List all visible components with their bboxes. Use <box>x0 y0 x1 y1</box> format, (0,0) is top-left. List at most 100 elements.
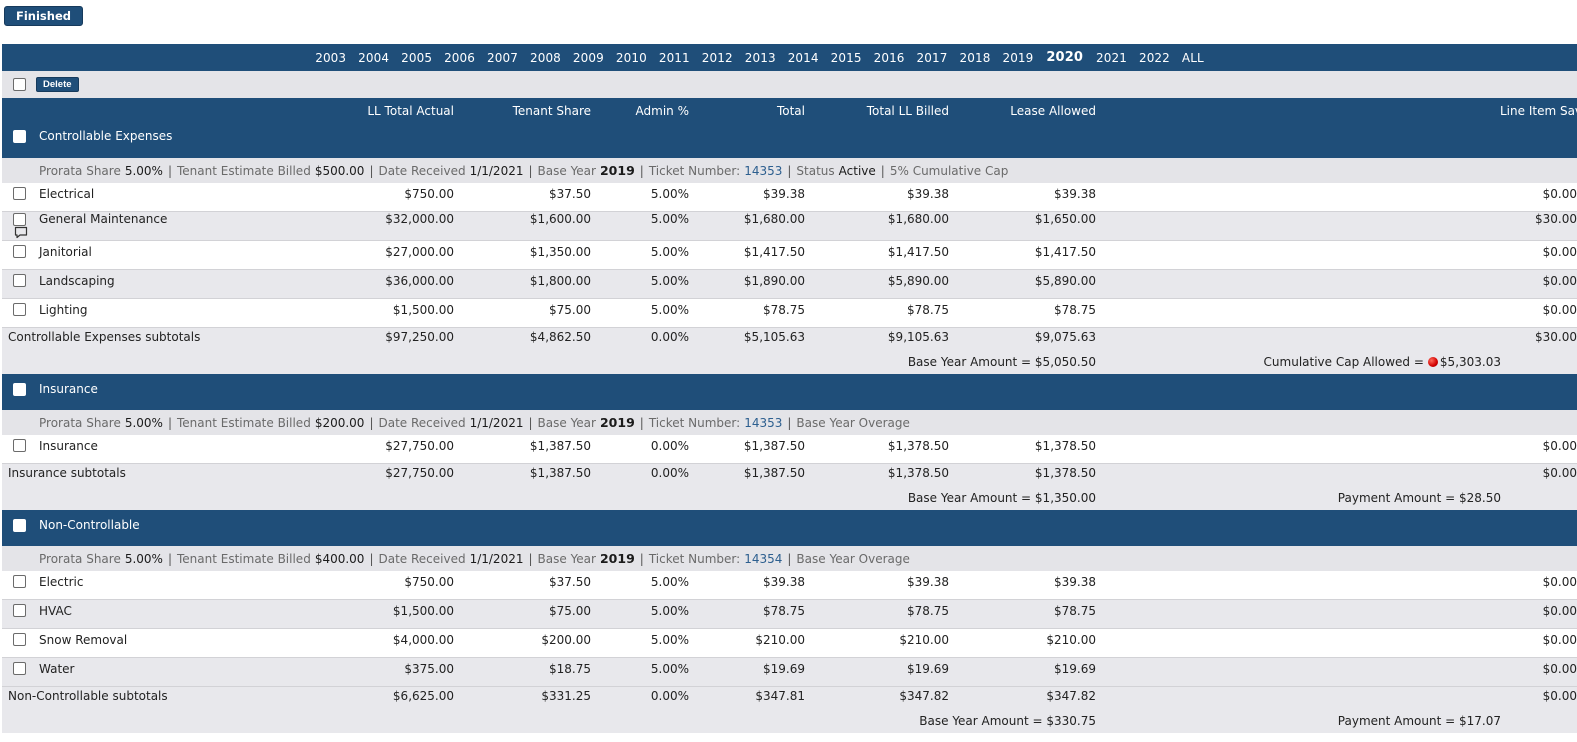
total: $1,680.00 <box>743 212 805 226</box>
row-checkbox[interactable] <box>13 575 26 588</box>
select-all-checkbox[interactable] <box>13 78 26 91</box>
subtotal-ll-total-actual: $97,250.00 <box>385 330 454 345</box>
info-value-ticket[interactable]: 14353 <box>744 415 783 430</box>
row-name: Water <box>39 661 75 676</box>
year-tab-2014[interactable]: 2014 <box>787 50 819 65</box>
year-tab-2007[interactable]: 2007 <box>487 50 518 65</box>
total: $39.38 <box>763 574 805 589</box>
year-selector: 2003 2004 2005 2006 2007 2008 2009 2010 2011 2012… <box>2 44 1577 71</box>
subtotal-lease-allowed: $1,378.50 <box>1034 466 1096 481</box>
subtotal-row: Insurance subtotals $27,750.00 $1,387.50 0.… <box>2 464 1577 487</box>
year-tab-2021[interactable]: 2021 <box>1096 50 1127 65</box>
subtotal-label: Controllable Expenses subtotals <box>8 330 201 345</box>
footer-right-amount: Payment Amount = $28.50 <box>1338 491 1501 505</box>
row-checkbox[interactable] <box>13 439 26 452</box>
ll-total-actual: $750.00 <box>404 186 454 201</box>
info-label: Tenant Estimate Billed <box>177 415 311 430</box>
total: $78.75 <box>763 302 805 317</box>
section-title-row: Insurance <box>13 382 98 396</box>
year-tab-2006[interactable]: 2006 <box>444 50 476 65</box>
year-tab-2017[interactable]: 2017 <box>916 50 948 65</box>
total-ll-billed: $1,378.50 <box>887 438 949 453</box>
info-value-ticket[interactable]: 14354 <box>744 551 783 566</box>
ll-total-actual: $4,000.00 <box>392 632 454 647</box>
total: $39.38 <box>763 186 805 201</box>
total: $78.75 <box>763 603 805 618</box>
year-tab-2015[interactable]: 2015 <box>830 50 862 65</box>
info-value-ticket[interactable]: 14353 <box>744 163 783 178</box>
row-name-cell: Electrical <box>2 187 354 201</box>
row-checkbox[interactable] <box>13 303 26 316</box>
row-checkbox[interactable] <box>13 245 26 258</box>
section-info-line: Prorata Share 5.00% | Tenant Estimate Bille… <box>2 546 1577 571</box>
tenant-share: $1,800.00 <box>529 273 591 288</box>
year-tab-2005[interactable]: 2005 <box>401 50 433 65</box>
year-tab-2008[interactable]: 2008 <box>529 50 561 65</box>
year-tab-2009[interactable]: 2009 <box>572 50 604 65</box>
year-tab-2018[interactable]: 2018 <box>959 50 991 65</box>
year-tab-2003[interactable]: 2003 <box>315 50 347 65</box>
year-tab-2010[interactable]: 2010 <box>615 50 647 65</box>
line-item-savings: $0.00 <box>1542 302 1577 317</box>
table-toolbar: Delete <box>2 71 1577 98</box>
lease-allowed: $1,378.50 <box>1034 438 1096 453</box>
row-checkbox[interactable] <box>13 212 26 226</box>
total: $1,890.00 <box>743 273 805 288</box>
admin-pct: 5.00% <box>650 603 689 618</box>
info-separator: | <box>787 551 792 566</box>
row-checkbox[interactable] <box>13 274 26 287</box>
row-checkbox[interactable] <box>13 604 26 617</box>
row-checkbox[interactable] <box>13 662 26 675</box>
subtotal-line-item-savings: $30.00 <box>1535 330 1577 345</box>
lease-allowed: $1,650.00 <box>1034 212 1096 226</box>
year-tab-2020[interactable]: 2020 <box>1046 50 1083 65</box>
row-name: Electrical <box>39 186 95 201</box>
year-tab-all[interactable]: ALL <box>1181 50 1204 65</box>
section-checkbox[interactable] <box>13 129 26 143</box>
row-checkbox[interactable] <box>13 633 26 646</box>
info-label: Tenant Estimate Billed <box>177 551 311 566</box>
info-extra: Base Year Overage <box>796 551 910 566</box>
row-name-cell: Electric <box>2 575 354 589</box>
info-separator: | <box>369 163 374 178</box>
lease-allowed: $5,890.00 <box>1034 273 1096 288</box>
lease-allowed: $19.69 <box>1054 661 1096 676</box>
year-tab-2004[interactable]: 2004 <box>358 50 390 65</box>
ll-total-actual: $1,500.00 <box>392 302 454 317</box>
info-value-estimate: $200.00 <box>314 415 365 430</box>
info-label: Prorata Share <box>39 551 121 566</box>
info-extra: Base Year Overage <box>796 415 910 430</box>
info-separator: | <box>528 415 533 430</box>
year-tab-2016[interactable]: 2016 <box>873 50 905 65</box>
section-title: Controllable Expenses <box>39 129 173 143</box>
row-name-cell: Lighting <box>2 303 354 317</box>
comment-icon[interactable] <box>14 226 28 242</box>
row-name: HVAC <box>39 603 72 618</box>
info-label: Date Received <box>378 163 466 178</box>
year-tab-2013[interactable]: 2013 <box>744 50 776 65</box>
section-info-line: Prorata Share 5.00% | Tenant Estimate Bille… <box>2 158 1577 183</box>
column-header-ll-total-actual: LL Total Actual <box>367 103 454 118</box>
year-tab-2022[interactable]: 2022 <box>1138 50 1170 65</box>
year-tab-2011[interactable]: 2011 <box>658 50 690 65</box>
section-title: Non-Controllable <box>39 518 140 532</box>
info-value-date-received: 1/1/2021 <box>469 415 524 430</box>
info-label: Ticket Number: <box>648 415 741 430</box>
subtotal-tenant-share: $331.25 <box>541 689 591 704</box>
delete-button[interactable]: Delete <box>36 77 79 92</box>
year-tab-2012[interactable]: 2012 <box>701 50 733 65</box>
sections-container: LL Total Actual Tenant Share Admin % Total T… <box>2 98 1577 733</box>
section-checkbox[interactable] <box>13 382 26 396</box>
tenant-share: $1,387.50 <box>529 438 591 453</box>
finished-button[interactable]: Finished <box>4 6 83 26</box>
info-label: Ticket Number: <box>648 163 741 178</box>
total-ll-billed: $5,890.00 <box>887 273 949 288</box>
section-checkbox[interactable] <box>13 518 26 532</box>
row-checkbox[interactable] <box>13 187 26 200</box>
year-tab-2019[interactable]: 2019 <box>1002 50 1034 65</box>
line-item-savings: $30.00 <box>1535 212 1577 226</box>
table-row: Insurance $27,750.00 $1,387.50 0.00% $1,387.… <box>2 435 1577 464</box>
info-value-base-year: 2019 <box>599 551 635 566</box>
subtotal-label: Insurance subtotals <box>8 466 126 481</box>
subtotal-total-ll-billed: $1,378.50 <box>887 466 949 481</box>
